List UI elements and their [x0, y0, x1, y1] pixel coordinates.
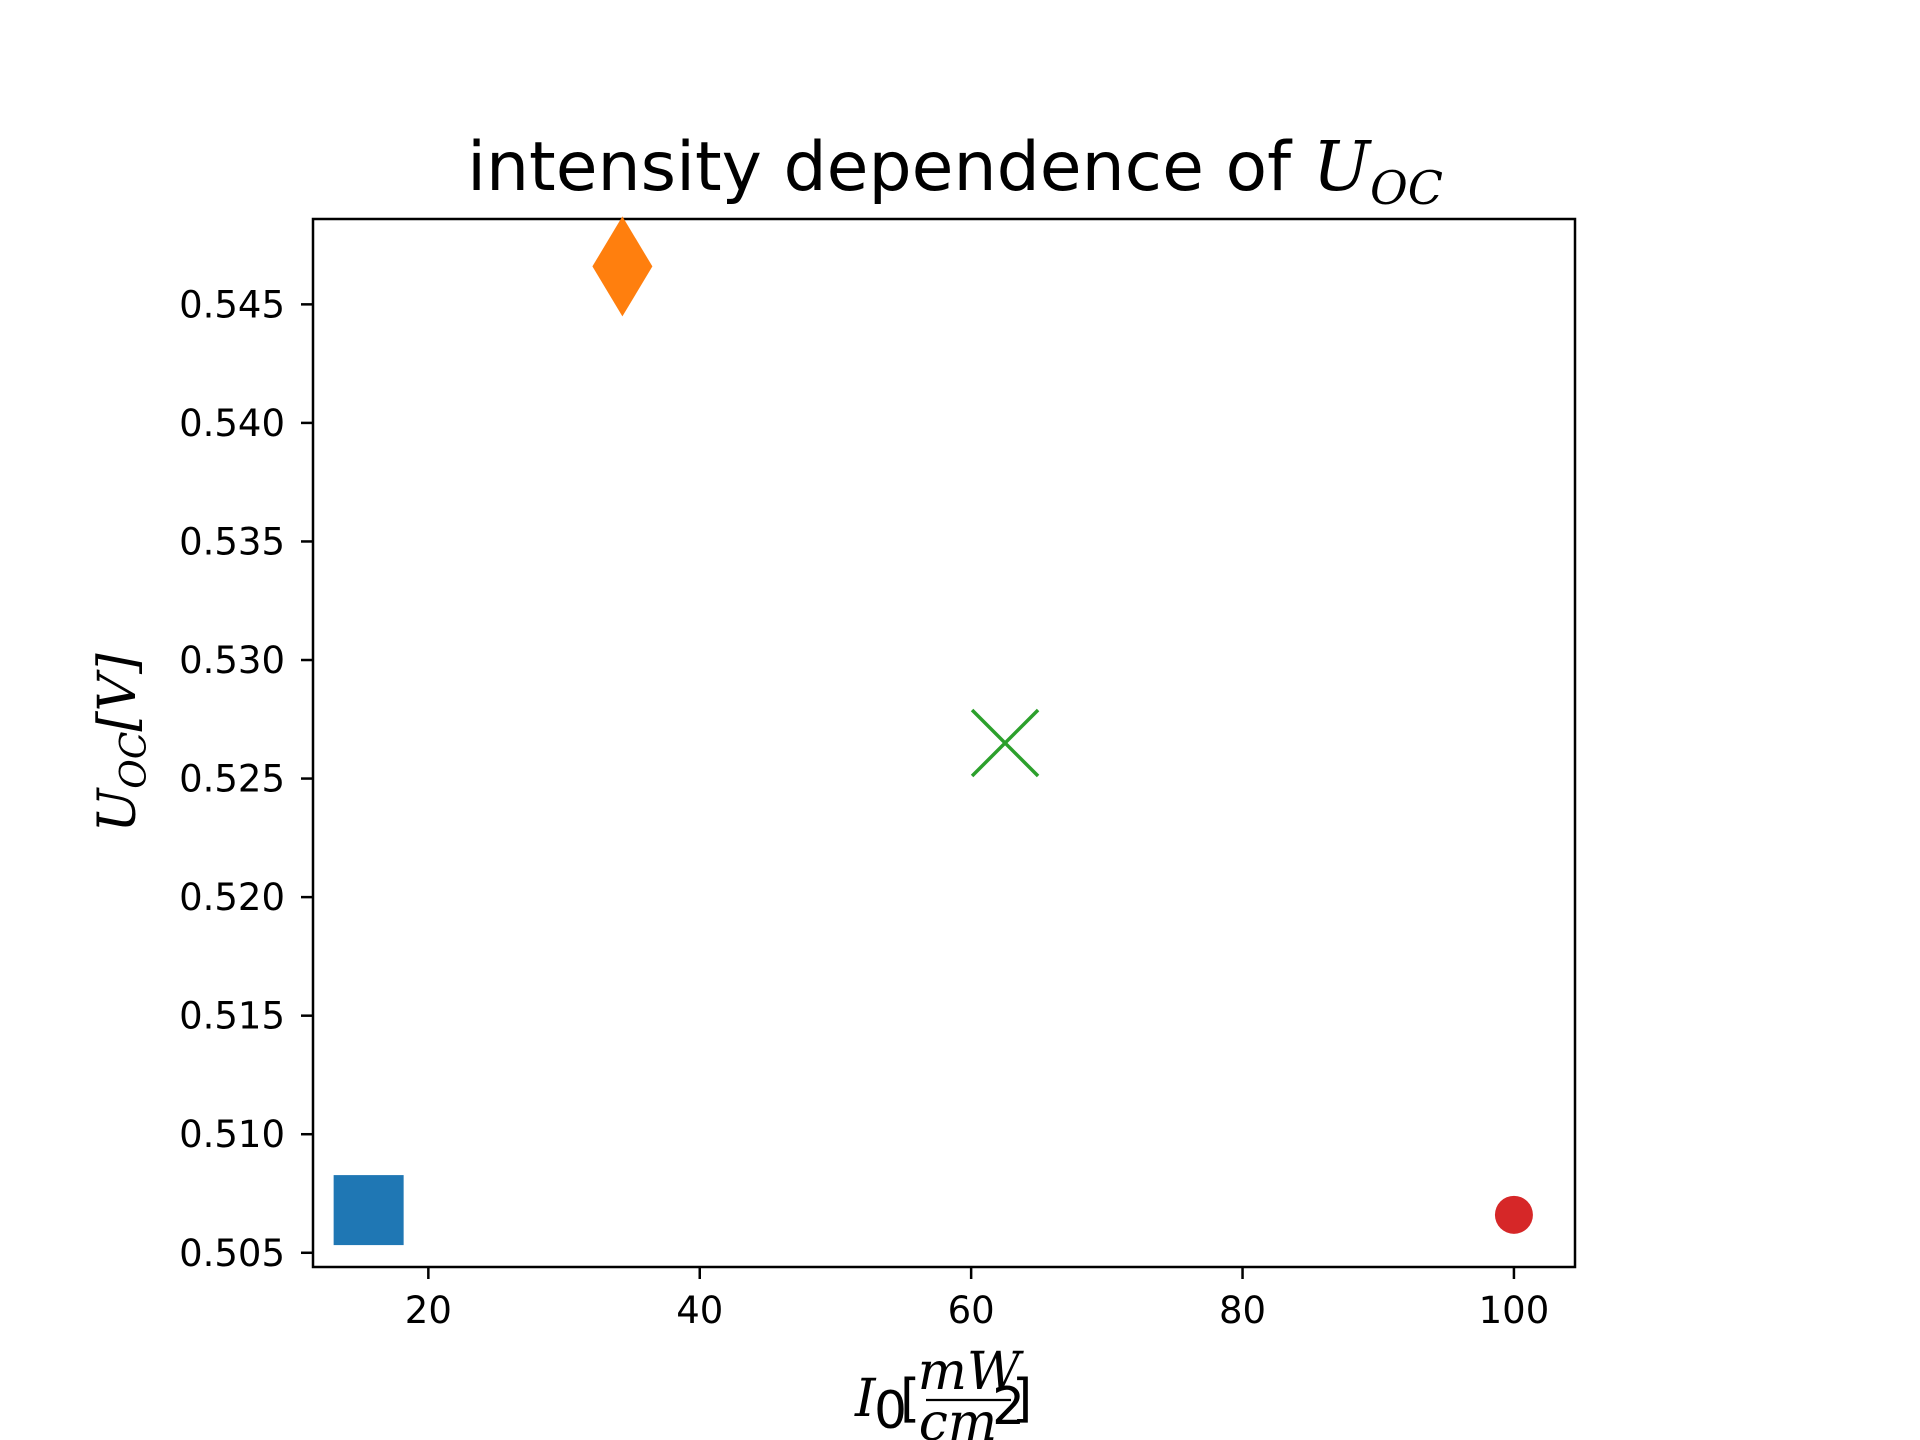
chart-title: intensity dependence of UOC: [467, 128, 1443, 215]
x-tick-label: 100: [1479, 1289, 1550, 1332]
y-tick-label: 0.530: [179, 639, 285, 682]
x-tick-label: 40: [676, 1289, 723, 1332]
chart-title-math-base: U: [1313, 128, 1373, 207]
x-tick-label: 80: [1219, 1289, 1266, 1332]
x-axis-label-close-bracket: ]: [1012, 1369, 1032, 1429]
x-axis-label-sub: 0: [874, 1381, 907, 1440]
x-tick-label: 60: [948, 1289, 995, 1332]
y-tick-label: 0.510: [179, 1113, 285, 1156]
x-axis-label-denominator: cm: [919, 1393, 997, 1440]
x-axis-label: I 0 [ mW cm 2 ]: [854, 1342, 1032, 1440]
y-axis-label-base: U: [88, 787, 148, 833]
x-axis-label-denominator-sup: 2: [992, 1377, 1025, 1437]
chart-title-math-sub: OC: [1370, 161, 1443, 215]
y-tick-label: 0.540: [179, 402, 285, 445]
chart-title-prefix: intensity dependence of: [467, 128, 1313, 207]
data-point-x: [970, 708, 1040, 778]
y-axis-ticks: 0.505 0.510 0.515 0.520 0.525 0.530 0.535 0.540…: [179, 283, 313, 1275]
y-tick-label: 0.525: [179, 758, 285, 801]
data-point-circle: [1494, 1195, 1533, 1234]
data-point-diamond: [592, 216, 653, 317]
data-points: [333, 216, 1533, 1246]
data-point-square: [333, 1175, 404, 1246]
x-tick-label: 20: [405, 1289, 452, 1332]
y-tick-label: 0.545: [179, 283, 285, 326]
x-axis-label-numerator: mW: [918, 1342, 1024, 1402]
plot-area-frame: [311, 217, 1577, 1269]
y-tick-label: 0.535: [179, 520, 285, 563]
x-axis-ticks: 20 40 60 80 100: [405, 1267, 1549, 1332]
y-tick-label: 0.505: [179, 1232, 285, 1275]
y-axis-label-sub: OC: [114, 732, 155, 789]
y-tick-label: 0.515: [179, 995, 285, 1038]
x-axis-label-open-bracket: [: [900, 1369, 920, 1429]
y-tick-label: 0.520: [179, 876, 285, 919]
y-axis-label: UOC[V]: [88, 653, 155, 833]
y-axis-label-unit: [V]: [88, 653, 148, 732]
x-axis-label-base: I: [854, 1369, 877, 1429]
